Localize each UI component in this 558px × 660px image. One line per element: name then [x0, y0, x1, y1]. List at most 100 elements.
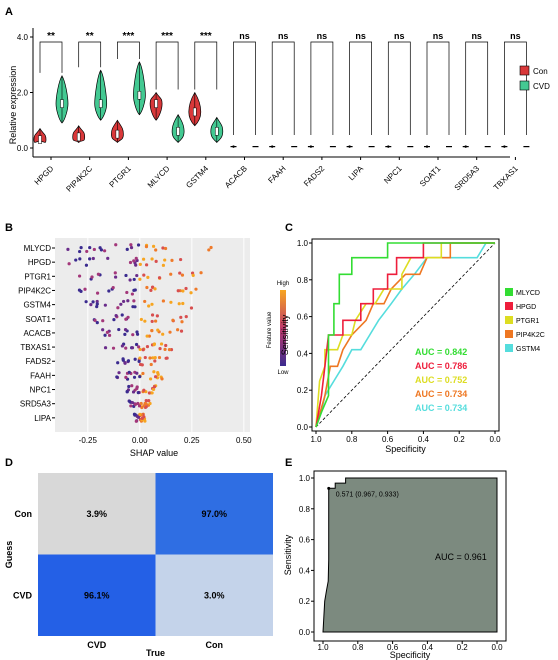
feature-label-ptgr1: PTGR1 [24, 272, 51, 281]
shap-point-tbxas1 [167, 347, 172, 352]
shap-point-gstm4 [126, 299, 130, 303]
shap-point-gstm4 [143, 299, 147, 304]
shap-point-faah [141, 371, 145, 376]
shap-point-gstm4 [95, 302, 99, 306]
shap-point-pip4k2c [132, 288, 136, 292]
shap-point-lipa [143, 419, 147, 423]
shap-point-srd5a3 [129, 404, 133, 408]
shap-point-gstm4 [95, 299, 99, 304]
legend-label-gstm4: GSTM4 [516, 346, 540, 353]
panel-c-ytick-label: 0.4 [297, 349, 309, 358]
shap-point-hpgd [141, 257, 146, 261]
shap-point-faah [135, 371, 139, 375]
gene-label-faah: FAAH [266, 164, 287, 185]
shap-point-fads2 [133, 357, 137, 361]
shap-point-gstm4 [177, 302, 181, 306]
shap-point-srd5a3 [144, 399, 148, 403]
panel-c-xtick-label: 0.6 [382, 435, 394, 444]
sig-bracket-soat1 [426, 41, 450, 135]
shap-point-ptgr1 [128, 278, 132, 282]
violin-point-tbxas1 [503, 145, 506, 148]
shap-point-hpgd [150, 257, 154, 261]
shap-point-hpgd [138, 262, 142, 266]
panel-c-xtick-label: 0.4 [418, 435, 430, 444]
shap-point-soat1 [120, 313, 124, 317]
shap-point-acacb [161, 332, 165, 336]
shap-point-srd5a3 [136, 401, 140, 406]
shap-point-gstm4 [169, 300, 173, 304]
panel-b-colorbar-high: High [277, 281, 289, 287]
violin-point-lipa [348, 145, 351, 148]
shap-point-soat1 [114, 313, 118, 318]
shap-point-gstm4 [121, 299, 126, 304]
shap-point-gstm4 [147, 304, 151, 308]
violin-point-fads2 [309, 145, 313, 148]
panel-e-xtick-label: 0.6 [387, 643, 399, 652]
panel-c-ytick-label: 0.8 [297, 276, 309, 285]
panel-a-ytick-label: 2.0 [17, 89, 29, 98]
shap-point-ptgr1 [113, 271, 117, 275]
legend-label-ptgr1: PTGR1 [516, 318, 539, 325]
shap-point-hpgd [170, 258, 174, 262]
panel-b-xtick-label: 0.00 [132, 436, 148, 445]
panel-e-ylabel: Sensitivity [283, 534, 293, 575]
panel-e-xtick-label: 0.8 [352, 643, 364, 652]
shap-point-fads2 [149, 362, 153, 367]
shap-point-mlycd [129, 246, 134, 250]
sig-label-hpgd: ** [47, 31, 55, 42]
shap-point-tbxas1 [141, 348, 145, 352]
shap-point-tbxas1 [145, 345, 150, 349]
shap-point-mlycd [88, 245, 92, 250]
threshold-annotation: 0.571 (0.967, 0.933) [336, 491, 399, 498]
feature-label-hpgd: HPGD [28, 258, 51, 267]
shap-point-fads2 [153, 359, 157, 363]
shap-point-acacb [147, 334, 151, 338]
shap-point-soat1 [139, 317, 143, 322]
shap-point-fads2 [121, 357, 125, 361]
cm-col-label-cvd: CVD [87, 640, 107, 650]
shap-point-gstm4 [161, 299, 165, 303]
legend-label-hpgd: HPGD [516, 304, 536, 311]
panel-c-diagonal [315, 242, 496, 428]
violin-con-gstm4-box [193, 107, 197, 117]
cm-value-cvd-con: 3.0% [204, 590, 225, 600]
sig-label-mlycd: *** [161, 31, 173, 42]
shap-point-srd5a3 [133, 402, 138, 406]
violin-point-npc1 [387, 145, 390, 148]
shap-point-gstm4 [132, 299, 136, 303]
legend-label-con: Con [533, 67, 548, 76]
shap-point-acacb [145, 334, 149, 338]
panel-c-xtick-label: 0.8 [346, 435, 358, 444]
shap-point-soat1 [179, 315, 183, 319]
shap-point-faah [127, 370, 131, 374]
feature-label-lipa: LIPA [34, 414, 51, 423]
violin-con-pip4k2c-box [76, 132, 81, 142]
roc-line-mlycd [315, 242, 495, 428]
legend-label-pip4k2c: PIP4K2C [516, 332, 545, 339]
shap-point-pip4k2c [125, 290, 129, 295]
legend-swatch-ptgr1 [505, 316, 513, 324]
shap-point-gstm4 [95, 305, 99, 309]
shap-point-faah [138, 375, 142, 379]
shap-point-srd5a3 [130, 400, 135, 405]
shap-point-faah [154, 375, 158, 379]
shap-point-pip4k2c [150, 285, 155, 289]
shap-point-hpgd [84, 263, 89, 267]
sig-bracket-npc1 [387, 41, 411, 135]
panel-e-ytick-label: 1.0 [299, 474, 311, 483]
feature-label-faah: FAAH [30, 371, 51, 380]
panel-a-ylabel: Relative expression [8, 66, 18, 145]
shap-point-srd5a3 [148, 401, 152, 406]
shap-point-fads2 [157, 355, 162, 360]
sig-bracket-fads2 [310, 41, 334, 135]
shap-point-pip4k2c [176, 289, 180, 293]
shap-point-fads2 [148, 356, 152, 360]
shap-point-acacb [123, 328, 128, 332]
feature-label-tbxas1: TBXAS1 [20, 343, 51, 352]
shap-point-faah [156, 370, 160, 375]
panel-b-xtick-label: -0.25 [79, 436, 98, 445]
panel-b-colorbar-low: Low [277, 370, 289, 376]
panel-e-ytick-label: 0.8 [299, 505, 311, 514]
gene-label-pip4k2c: PIP4K2C [64, 164, 94, 194]
panel-a-ytick-label: 4.0 [17, 33, 29, 42]
